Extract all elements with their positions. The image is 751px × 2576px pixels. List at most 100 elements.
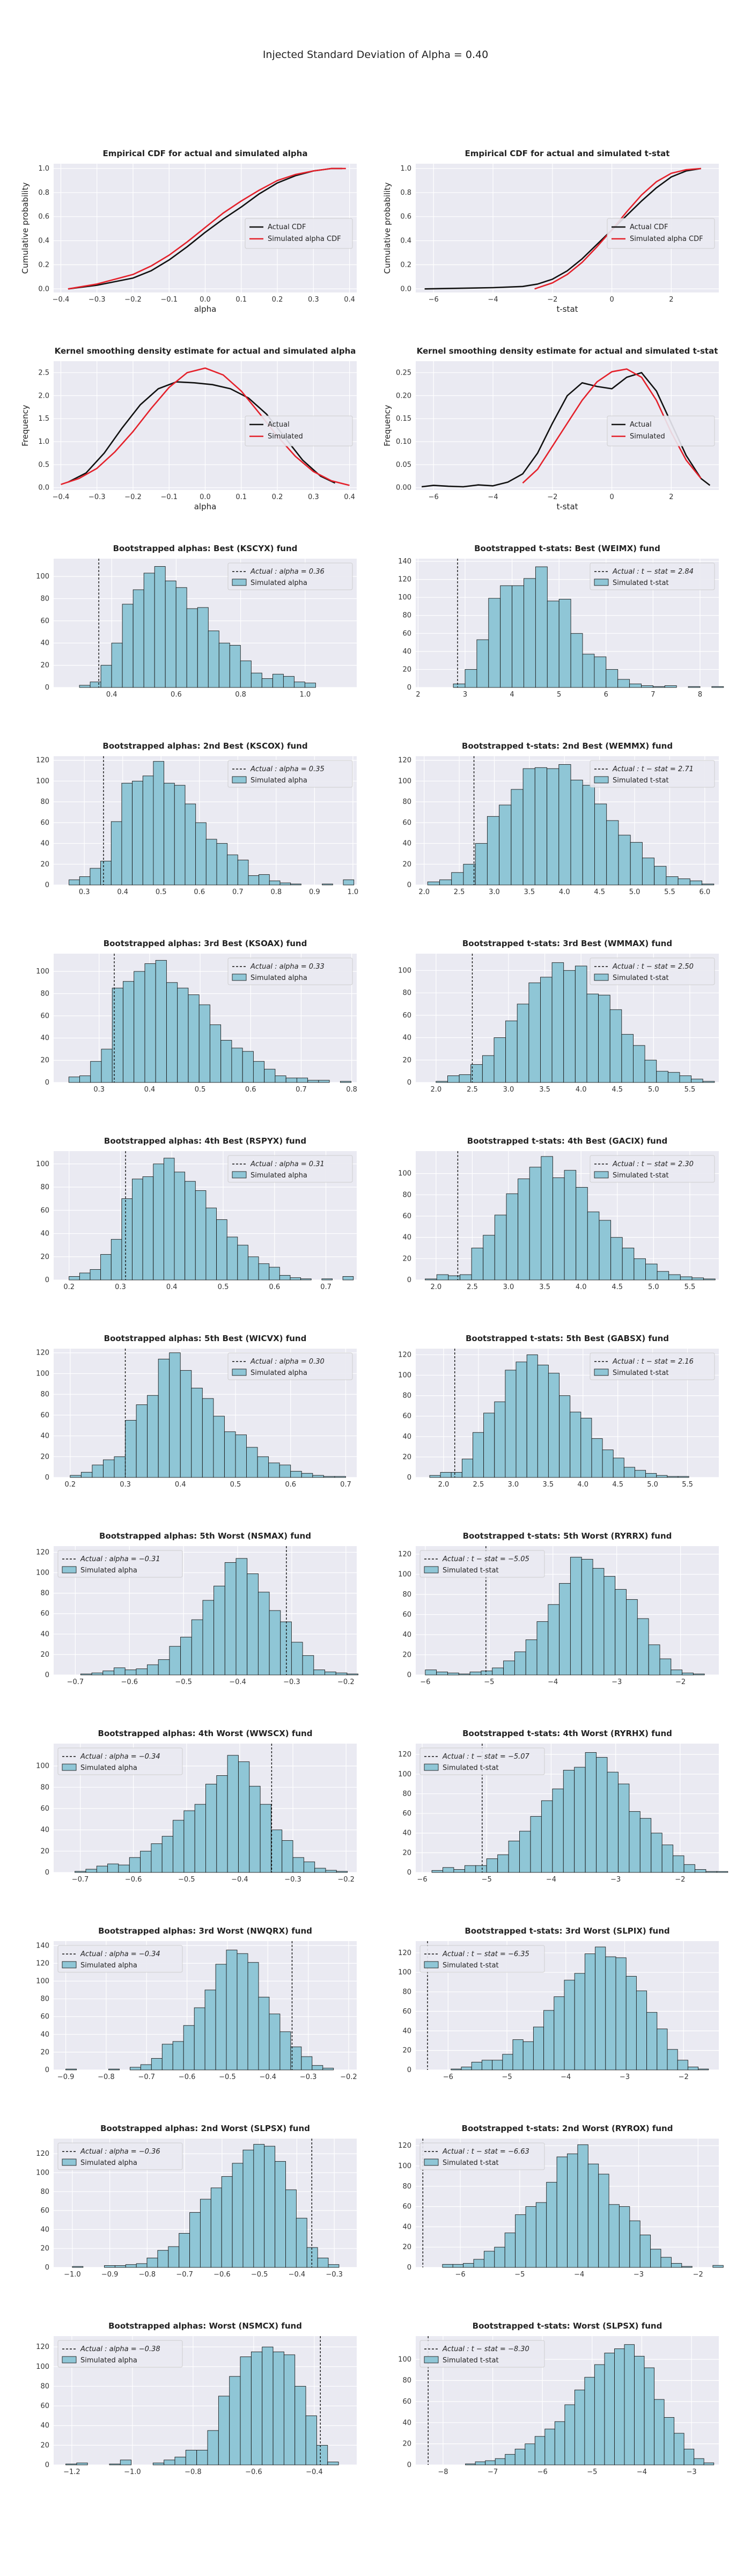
x-tick-label: 5.5 [684,1283,696,1291]
y-tick-label: 0.5 [38,461,49,469]
histogram-bar [291,1642,303,1675]
histogram-bar [564,1170,577,1280]
chart-panel-20: 0 20 40 60 80 100 120 −1.0 −0.9 −0.8 −0.7 −0.6 −0.5 −… [36,2124,357,2279]
y-tick-label: 60 [402,2008,411,2016]
y-tick-label: 40 [40,840,49,848]
x-tick-label: −0.7 [67,1678,84,1686]
chart-panel-1: 0.0 0.2 0.4 0.6 0.8 1.0 −6 −4 −2 0 2 Empirical CDF … [382,149,719,314]
histogram-bar [436,1081,448,1083]
legend-label-simulated: Simulated alpha [251,1172,307,1180]
histogram-bar [618,1783,630,1873]
histogram-bar [112,987,123,1083]
x-tick-label: 3.0 [507,1481,519,1489]
histogram-bar [322,883,333,885]
y-tick-label: 80 [402,1392,411,1400]
y-tick-label: 0.2 [38,261,49,269]
y-tick-label: 0 [45,684,49,692]
y-tick-label: 1.0 [38,165,49,173]
y-tick-label: 0.6 [400,213,411,221]
histogram-bar [165,580,176,688]
y-tick-label: 100 [36,573,49,581]
legend-box [590,562,715,590]
y-tick-label: 1.5 [38,415,49,423]
histogram-bar [671,1670,683,1675]
x-tick-label: −0.3 [300,2073,317,2081]
histogram-bar [595,1946,606,2070]
x-tick-label: −0.2 [337,1876,355,1884]
x-tick-label: −7 [488,2468,498,2476]
y-tick-label: 20 [40,2048,49,2057]
legend-label-simulated: Simulated alpha [80,1764,137,1772]
legend-label: Actual [268,421,290,429]
histogram-bar [79,685,91,688]
panel-title: Bootstrapped alphas: 3rd Worst (NWQRX) f… [98,1926,312,1936]
histogram-bar [519,1831,531,1873]
histogram-bar [312,2065,323,2070]
panel-title: Bootstrapped t-stats: 2nd Best (WEMMX) f… [462,741,673,751]
legend-box [227,760,353,788]
histogram-bar [122,604,134,688]
x-tick-label: 0.3 [79,888,90,896]
y-tick-label: 80 [40,2188,49,2196]
histogram-bar [347,1673,358,1675]
legend-swatch-simulated [424,2356,439,2363]
y-tick-label: 60 [402,1810,411,1818]
histogram-bar [104,2265,115,2268]
legend-label-actual: Actual : alpha = −0.34 [80,1753,160,1761]
legend-label-simulated: Simulated t-stat [443,2357,499,2365]
histogram-bar [584,1953,596,2070]
y-tick-label: 80 [402,1191,411,1199]
histogram-bar [80,1472,93,1478]
histogram-bar [65,2068,77,2070]
x-tick-label: −0.5 [178,1876,195,1884]
histogram-bar [301,2056,313,2070]
y-tick-label: 80 [402,989,411,997]
panel-title: Bootstrapped alphas: 4th Worst (WWSCX) f… [98,1729,313,1738]
histogram-bar [483,1235,495,1280]
x-tick-label: 0.3 [115,1283,126,1291]
x-tick-label: 5.0 [648,1283,659,1291]
histogram-bar [609,1009,622,1083]
y-tick-label: 20 [40,1651,49,1659]
y-tick-label: 20 [40,2441,49,2449]
histogram-bar [576,1187,588,1280]
histogram-bar [505,2454,516,2465]
histogram-bar [570,633,583,688]
histogram-bar [683,1864,695,1873]
legend-swatch-simulated [232,776,247,784]
legend-label-actual: Actual : t − stat = 2.16 [612,1358,694,1366]
legend-label-simulated: Simulated t-stat [613,974,669,982]
histogram-bar [200,2199,211,2268]
histogram-bar [90,1269,101,1280]
x-tick-label: 3.5 [542,1481,554,1489]
histogram-bar [599,1220,612,1280]
histogram-bar [673,1855,684,1873]
histogram-bar [716,1871,728,1873]
histogram-bar [158,1358,170,1478]
histogram-bar [210,2187,222,2268]
legend-swatch-simulated [594,1368,609,1376]
histogram-bar [307,1080,319,1083]
legend-swatch-simulated [424,1566,439,1574]
histogram-bar [680,1276,693,1280]
histogram-bar [458,1673,470,1675]
histogram-bar [619,2206,630,2268]
histogram-bar [585,1752,597,1873]
x-tick-label: 0.3 [308,493,319,501]
histogram-bar [682,1672,694,1675]
y-tick-label: 20 [402,1255,411,1263]
y-tick-label: 60 [40,819,49,827]
y-tick-label: 140 [36,1942,49,1950]
y-tick-label: 20 [402,2243,411,2251]
x-tick-label: −0.9 [57,2073,75,2081]
histogram-bar [153,1163,164,1280]
histogram-bar [296,2218,307,2268]
histogram-bar [111,821,122,885]
y-tick-label: 60 [402,1611,411,1619]
panel-title: Bootstrapped alphas: Worst (NSMCX) fund [108,2321,302,2331]
histogram-bar [183,1810,195,1873]
histogram-bar [224,1431,236,1478]
histogram-bar [208,631,219,688]
histogram-bar [280,1621,292,1675]
